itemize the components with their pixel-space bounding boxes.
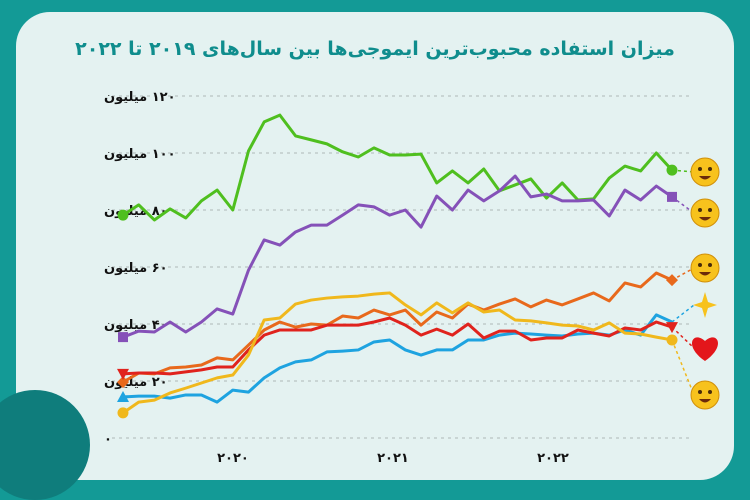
leader-line xyxy=(671,196,695,214)
series-line-pleading-face xyxy=(122,291,673,415)
emoji-face xyxy=(690,198,720,228)
y-tick-label: ۲۰ میلیون xyxy=(104,375,168,390)
series-line-sparkles xyxy=(122,313,673,404)
series-end-marker xyxy=(666,164,678,176)
emoji-eye xyxy=(708,167,712,171)
x-tick-label: ۲۰۲۰ xyxy=(217,451,249,466)
series-start-marker xyxy=(117,390,129,402)
series-start-marker xyxy=(117,368,129,380)
leader-line xyxy=(671,339,695,396)
leader-line xyxy=(671,326,695,349)
brand-logo xyxy=(0,390,90,500)
loudly-crying-face-icon xyxy=(690,198,720,228)
series-line-red-heart xyxy=(122,316,673,376)
rolling-on-floor-laughing-icon xyxy=(690,253,720,283)
series-start-marker xyxy=(117,209,129,221)
series-end-marker xyxy=(666,334,678,346)
series-line-loudly-crying-face xyxy=(122,174,673,339)
sparkles-icon xyxy=(693,292,717,318)
series-start-marker xyxy=(117,376,129,389)
emoji-eye xyxy=(698,390,702,394)
emoji-eye xyxy=(708,208,712,212)
pleading-face-icon xyxy=(690,380,720,410)
series-end-marker xyxy=(667,191,677,202)
y-tick-label: ۱۰۰ میلیون xyxy=(104,147,176,162)
emoji-mouth xyxy=(699,272,711,276)
leader-line xyxy=(671,267,695,281)
emoji-face xyxy=(690,157,720,187)
emoji-face xyxy=(690,253,720,283)
series-line-rolling-on-floor-laughing xyxy=(122,271,673,384)
y-tick-label: ۱۲۰ میلیون xyxy=(104,90,176,105)
series-end-marker xyxy=(666,322,678,334)
emoji-face xyxy=(690,380,720,410)
series-end-marker xyxy=(666,274,678,287)
chart-title: میزان استفاده محبوب‌ترین ایموجی‌ها بین س… xyxy=(75,38,675,60)
y-tick-label: ۶۰ میلیون xyxy=(104,261,168,276)
x-tick-label: ۲۰۲۲ xyxy=(537,451,569,466)
red-heart-icon xyxy=(691,337,719,361)
leader-line xyxy=(671,169,695,173)
emoji-mouth xyxy=(699,399,711,403)
emoji-eye xyxy=(698,208,702,212)
x-tick-label: ۲۰۲۱ xyxy=(377,451,409,466)
emoji-mouth xyxy=(699,217,711,221)
emoji-eye xyxy=(708,263,712,267)
emoji-mouth xyxy=(699,176,711,180)
chart-panel xyxy=(16,12,734,480)
emoji-eye xyxy=(698,167,702,171)
leader-line xyxy=(671,304,695,323)
series-line-face-with-tears-of-joy xyxy=(122,113,674,222)
series-start-marker xyxy=(117,407,129,419)
y-tick-label: ۴۰ میلیون xyxy=(104,318,168,333)
face-with-tears-of-joy-icon xyxy=(690,157,720,187)
series-start-marker xyxy=(118,332,128,343)
y-tick-label: ۰ xyxy=(104,432,112,447)
emoji-eye xyxy=(698,263,702,267)
emoji-eye xyxy=(708,390,712,394)
